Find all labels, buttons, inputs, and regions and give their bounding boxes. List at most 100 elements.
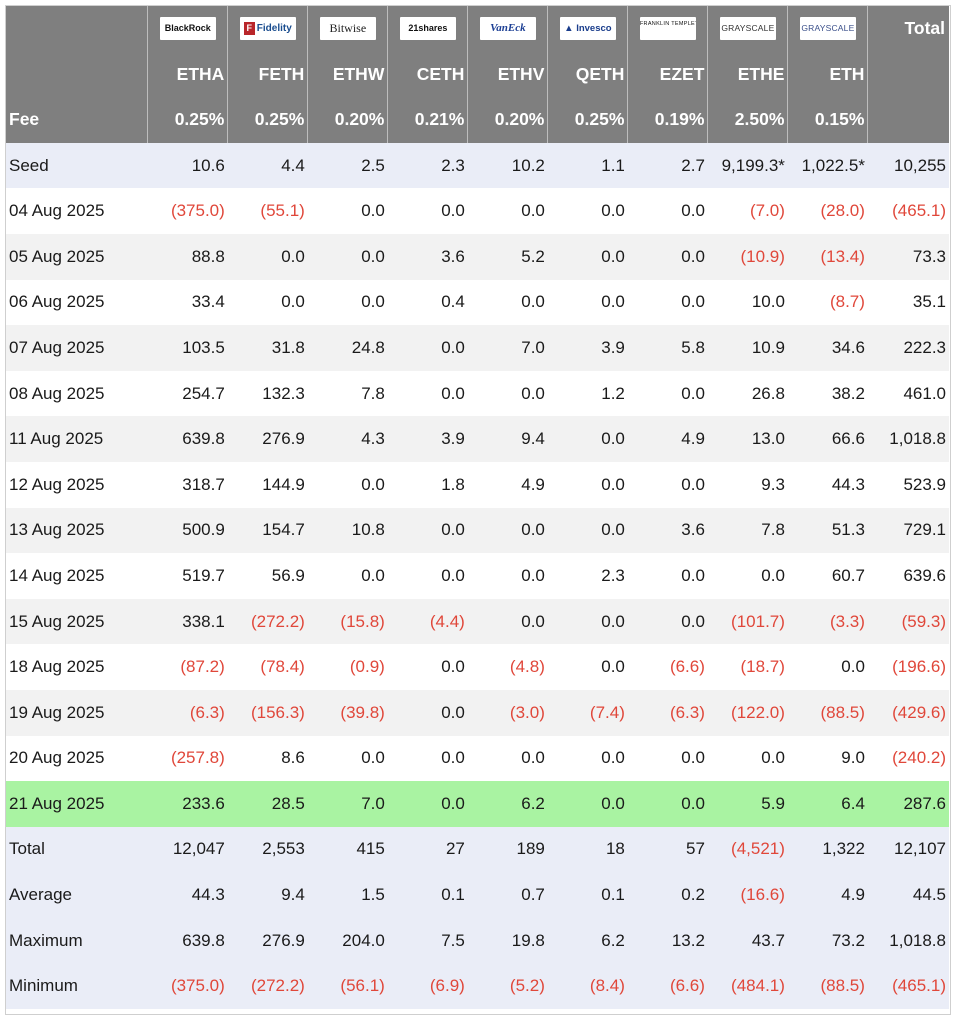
etf-flows-table-container: BlackRock F Fidelity Bitwise 21shares Van… [6,6,949,1010]
cell-total: (465.1) [867,963,949,1010]
cell-qeth: 0.0 [547,461,628,508]
cell-total: 1,018.8 [867,416,949,462]
row-label: 05 Aug 2025 [6,233,148,280]
cell-total: 222.3 [867,325,949,371]
row-label: 12 Aug 2025 [6,461,148,508]
cell-ethw: 415 [307,826,388,873]
cell-ezet: 0.0 [627,370,708,417]
cell-feth: 276.9 [227,917,308,964]
cell-ceth: 0.0 [387,553,468,599]
cell-ezet: 0.0 [627,735,708,782]
row-label: Maximum [6,917,148,964]
ticker-total-blank [867,51,949,98]
cell-ethe: (18.7) [707,644,788,690]
cell-eth: 1,322 [787,826,868,873]
cell-eth: 6.4 [787,781,868,827]
cell-ceth: 27 [387,826,468,873]
table-row: 05 Aug 2025 88.8 0.0 0.0 3.6 5.2 0.0 0.0 (10.9)(… [6,233,949,280]
cell-etha: (375.0) [147,963,228,1010]
cell-ethv: (5.2) [467,963,548,1010]
cell-feth: 9.4 [227,872,308,918]
cell-total: 729.1 [867,507,949,554]
cell-feth: 28.5 [227,781,308,827]
cell-feth: (272.2) [227,963,308,1010]
fee-total-blank [867,97,949,143]
cell-ethw: 204.0 [307,917,388,964]
table-row: 14 Aug 2025 519.7 56.9 0.0 0.0 0.0 2.3 0.0 0.0 60… [6,553,949,599]
cell-ethv: 7.0 [467,325,548,371]
cell-eth: 60.7 [787,553,868,599]
cell-ethe: 13.0 [707,416,788,462]
cell-feth: 31.8 [227,325,308,371]
table-row: 18 Aug 2025 (87.2) (78.4) (0.9) 0.0 (4.8) 0.0(… [6,644,949,690]
cell-etha: 318.7 [147,461,228,508]
cell-etha: (375.0) [147,188,228,234]
cell-total: 73.3 [867,233,949,280]
table-body: BlackRock F Fidelity Bitwise 21shares Van… [6,6,949,1010]
cell-ethw: 0.0 [307,279,388,326]
cell-ezet: 4.9 [627,416,708,462]
cell-qeth: (8.4) [547,963,628,1010]
cell-ceth: (4.4) [387,598,468,645]
row-label: 18 Aug 2025 [6,644,148,690]
cell-ethv: 19.8 [467,917,548,964]
fee-ethw: 0.20% [307,97,389,143]
cell-ethv: 4.9 [467,461,548,508]
cell-ethe: 5.9 [707,781,788,827]
fidelity-f-mark-icon: F [243,22,255,36]
cell-ethv: 0.0 [467,598,548,645]
cell-total: 523.9 [867,461,949,508]
cell-qeth: 0.0 [547,279,628,326]
cell-feth: 0.0 [227,279,308,326]
fidelity-logo-text: Fidelity [256,23,292,35]
cell-ethw: 0.0 [307,233,388,280]
table-row: Seed 10.6 4.4 2.5 2.3 10.2 1.1 2.7 9,199.3* 1,022… [6,142,949,189]
bitwise-logo: Bitwise [319,17,376,41]
cell-ceth: 3.6 [387,233,468,280]
cell-qeth: 3.9 [547,325,628,371]
cell-ethe: 10.9 [707,325,788,371]
row-label: 14 Aug 2025 [6,553,148,599]
cell-ezet: 13.2 [627,917,708,964]
cell-feth: 8.6 [227,735,308,782]
cell-ethw: (15.8) [307,598,388,645]
cell-eth: 66.6 [787,416,868,462]
cell-total: (59.3) [867,598,949,645]
cell-ceth: 0.0 [387,325,468,371]
header-logos-row: BlackRock F Fidelity Bitwise 21shares Van… [6,6,949,52]
cell-qeth: 6.2 [547,917,628,964]
cell-total: (465.1) [867,188,949,234]
table-row: 11 Aug 2025 639.8 276.9 4.3 3.9 9.4 0.0 4.9 13.0… [6,416,949,462]
fee-ethv: 0.20% [467,97,549,143]
cell-eth: 51.3 [787,507,868,554]
invesco-logo: ▲ Invesco [559,17,616,41]
blackrock-logo: BlackRock [159,17,216,41]
cell-total: 12,107 [867,826,949,873]
cell-etha: (257.8) [147,735,228,782]
cell-ethv: 0.0 [467,188,548,234]
cell-ethv: 0.0 [467,507,548,554]
cell-ceth: 0.4 [387,279,468,326]
row-label: 08 Aug 2025 [6,370,148,417]
cell-ethv: 189 [467,826,548,873]
table-row: 12 Aug 2025 318.7 144.9 0.0 1.8 4.9 0.0 0.0 9.3 4… [6,461,949,508]
cell-qeth: 0.0 [547,781,628,827]
cell-ethw: 7.0 [307,781,388,827]
cell-ethe: (7.0) [707,188,788,234]
cell-ethe: 10.0 [707,279,788,326]
cell-ethv: 0.7 [467,872,548,918]
cell-ethe: 43.7 [707,917,788,964]
cell-total: 287.6 [867,781,949,827]
cell-eth: 38.2 [787,370,868,417]
cell-eth: (88.5) [787,689,868,736]
row-label: Average [6,872,148,918]
cell-ezet: 0.0 [627,553,708,599]
grayscale-mini-logo: GRAYSCALE [799,17,856,41]
ticker-ethe: ETHE [707,51,789,98]
cell-etha: 88.8 [147,233,228,280]
cell-eth: 34.6 [787,325,868,371]
cell-feth: (156.3) [227,689,308,736]
cell-ezet: 0.0 [627,188,708,234]
table-row: 20 Aug 2025 (257.8) 8.6 0.0 0.0 0.0 0.0 0.0 0.0 9… [6,735,949,782]
cell-eth: (13.4) [787,233,868,280]
